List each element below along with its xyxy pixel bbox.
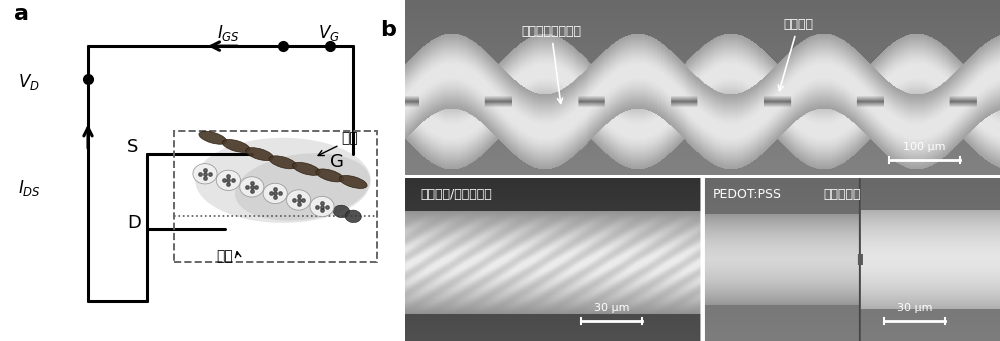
Text: 源漏电极: 源漏电极: [778, 18, 813, 91]
Ellipse shape: [287, 190, 311, 210]
Ellipse shape: [310, 196, 334, 217]
Ellipse shape: [339, 176, 367, 189]
Ellipse shape: [345, 210, 361, 223]
Ellipse shape: [263, 183, 287, 204]
Ellipse shape: [199, 131, 227, 144]
Text: 碳纳米管/铂纳米颗粒: 碳纳米管/铂纳米颗粒: [420, 188, 492, 201]
Text: $V_D$: $V_D$: [18, 72, 40, 92]
Ellipse shape: [292, 162, 320, 175]
Text: 栅极: 栅极: [342, 132, 358, 146]
Text: b: b: [380, 20, 396, 40]
Text: 聚对二甲苯: 聚对二甲苯: [824, 188, 861, 201]
Bar: [174, 131, 377, 262]
Ellipse shape: [246, 148, 274, 161]
Text: 30 μm: 30 μm: [594, 303, 629, 313]
Ellipse shape: [222, 139, 250, 152]
Ellipse shape: [316, 169, 344, 182]
Ellipse shape: [195, 138, 371, 223]
Text: G: G: [330, 153, 344, 171]
Ellipse shape: [333, 205, 350, 218]
Text: $I_{GS}$: $I_{GS}$: [217, 23, 240, 43]
Ellipse shape: [235, 153, 370, 221]
Ellipse shape: [216, 170, 240, 191]
Text: PEDOT:PSS: PEDOT:PSS: [713, 188, 782, 201]
Text: S: S: [127, 138, 138, 157]
Ellipse shape: [240, 177, 264, 197]
Ellipse shape: [193, 164, 217, 184]
Text: 30 μm: 30 μm: [897, 303, 932, 313]
Ellipse shape: [269, 156, 297, 169]
Text: $I_{DS}$: $I_{DS}$: [18, 178, 41, 198]
Text: 碳纳米管纤维栅极: 碳纳米管纤维栅极: [521, 25, 581, 103]
Text: D: D: [127, 214, 141, 232]
Text: $V_G$: $V_G$: [318, 23, 340, 43]
Text: 100 μm: 100 μm: [903, 142, 946, 152]
Text: 沟道: 沟道: [217, 250, 233, 264]
Text: a: a: [14, 4, 29, 24]
